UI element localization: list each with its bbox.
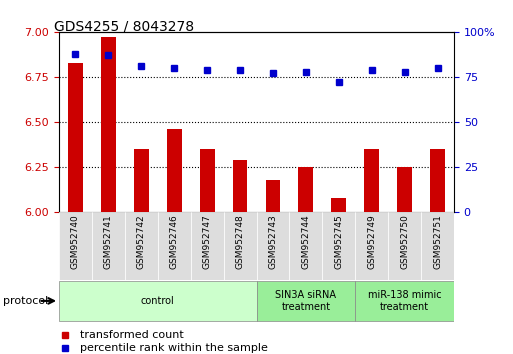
- Text: GSM952745: GSM952745: [334, 215, 343, 269]
- Bar: [397, 167, 412, 212]
- Bar: [224, 212, 256, 280]
- Bar: [134, 149, 149, 212]
- Bar: [232, 160, 247, 212]
- Text: GSM952744: GSM952744: [301, 215, 310, 269]
- Bar: [289, 212, 322, 280]
- Bar: [364, 149, 379, 212]
- Bar: [421, 212, 454, 280]
- Text: GDS4255 / 8043278: GDS4255 / 8043278: [54, 19, 194, 34]
- Bar: [299, 167, 313, 212]
- Bar: [256, 280, 355, 321]
- Text: GSM952748: GSM952748: [235, 215, 245, 269]
- Bar: [266, 180, 281, 212]
- Bar: [388, 212, 421, 280]
- Text: GSM952746: GSM952746: [170, 215, 179, 269]
- Bar: [256, 212, 289, 280]
- Text: protocol: protocol: [3, 296, 48, 306]
- Text: GSM952750: GSM952750: [400, 215, 409, 269]
- Bar: [322, 212, 355, 280]
- Text: GSM952741: GSM952741: [104, 215, 113, 269]
- Text: GSM952740: GSM952740: [71, 215, 80, 269]
- Bar: [158, 212, 191, 280]
- Bar: [68, 63, 83, 212]
- Bar: [430, 149, 445, 212]
- Text: GSM952749: GSM952749: [367, 215, 376, 269]
- Bar: [59, 212, 92, 280]
- Bar: [167, 129, 182, 212]
- Text: GSM952751: GSM952751: [433, 215, 442, 269]
- Text: SIN3A siRNA
treatment: SIN3A siRNA treatment: [275, 290, 337, 312]
- Text: transformed count: transformed count: [80, 330, 184, 340]
- Bar: [125, 212, 158, 280]
- Text: percentile rank within the sample: percentile rank within the sample: [80, 343, 268, 353]
- Bar: [59, 280, 256, 321]
- Bar: [355, 212, 388, 280]
- Text: miR-138 mimic
treatment: miR-138 mimic treatment: [368, 290, 442, 312]
- Bar: [331, 198, 346, 212]
- Bar: [355, 280, 454, 321]
- Bar: [92, 212, 125, 280]
- Bar: [200, 149, 214, 212]
- Bar: [101, 37, 116, 212]
- Text: GSM952742: GSM952742: [137, 215, 146, 269]
- Bar: [191, 212, 224, 280]
- Text: GSM952743: GSM952743: [268, 215, 278, 269]
- Text: control: control: [141, 296, 174, 306]
- Text: GSM952747: GSM952747: [203, 215, 212, 269]
